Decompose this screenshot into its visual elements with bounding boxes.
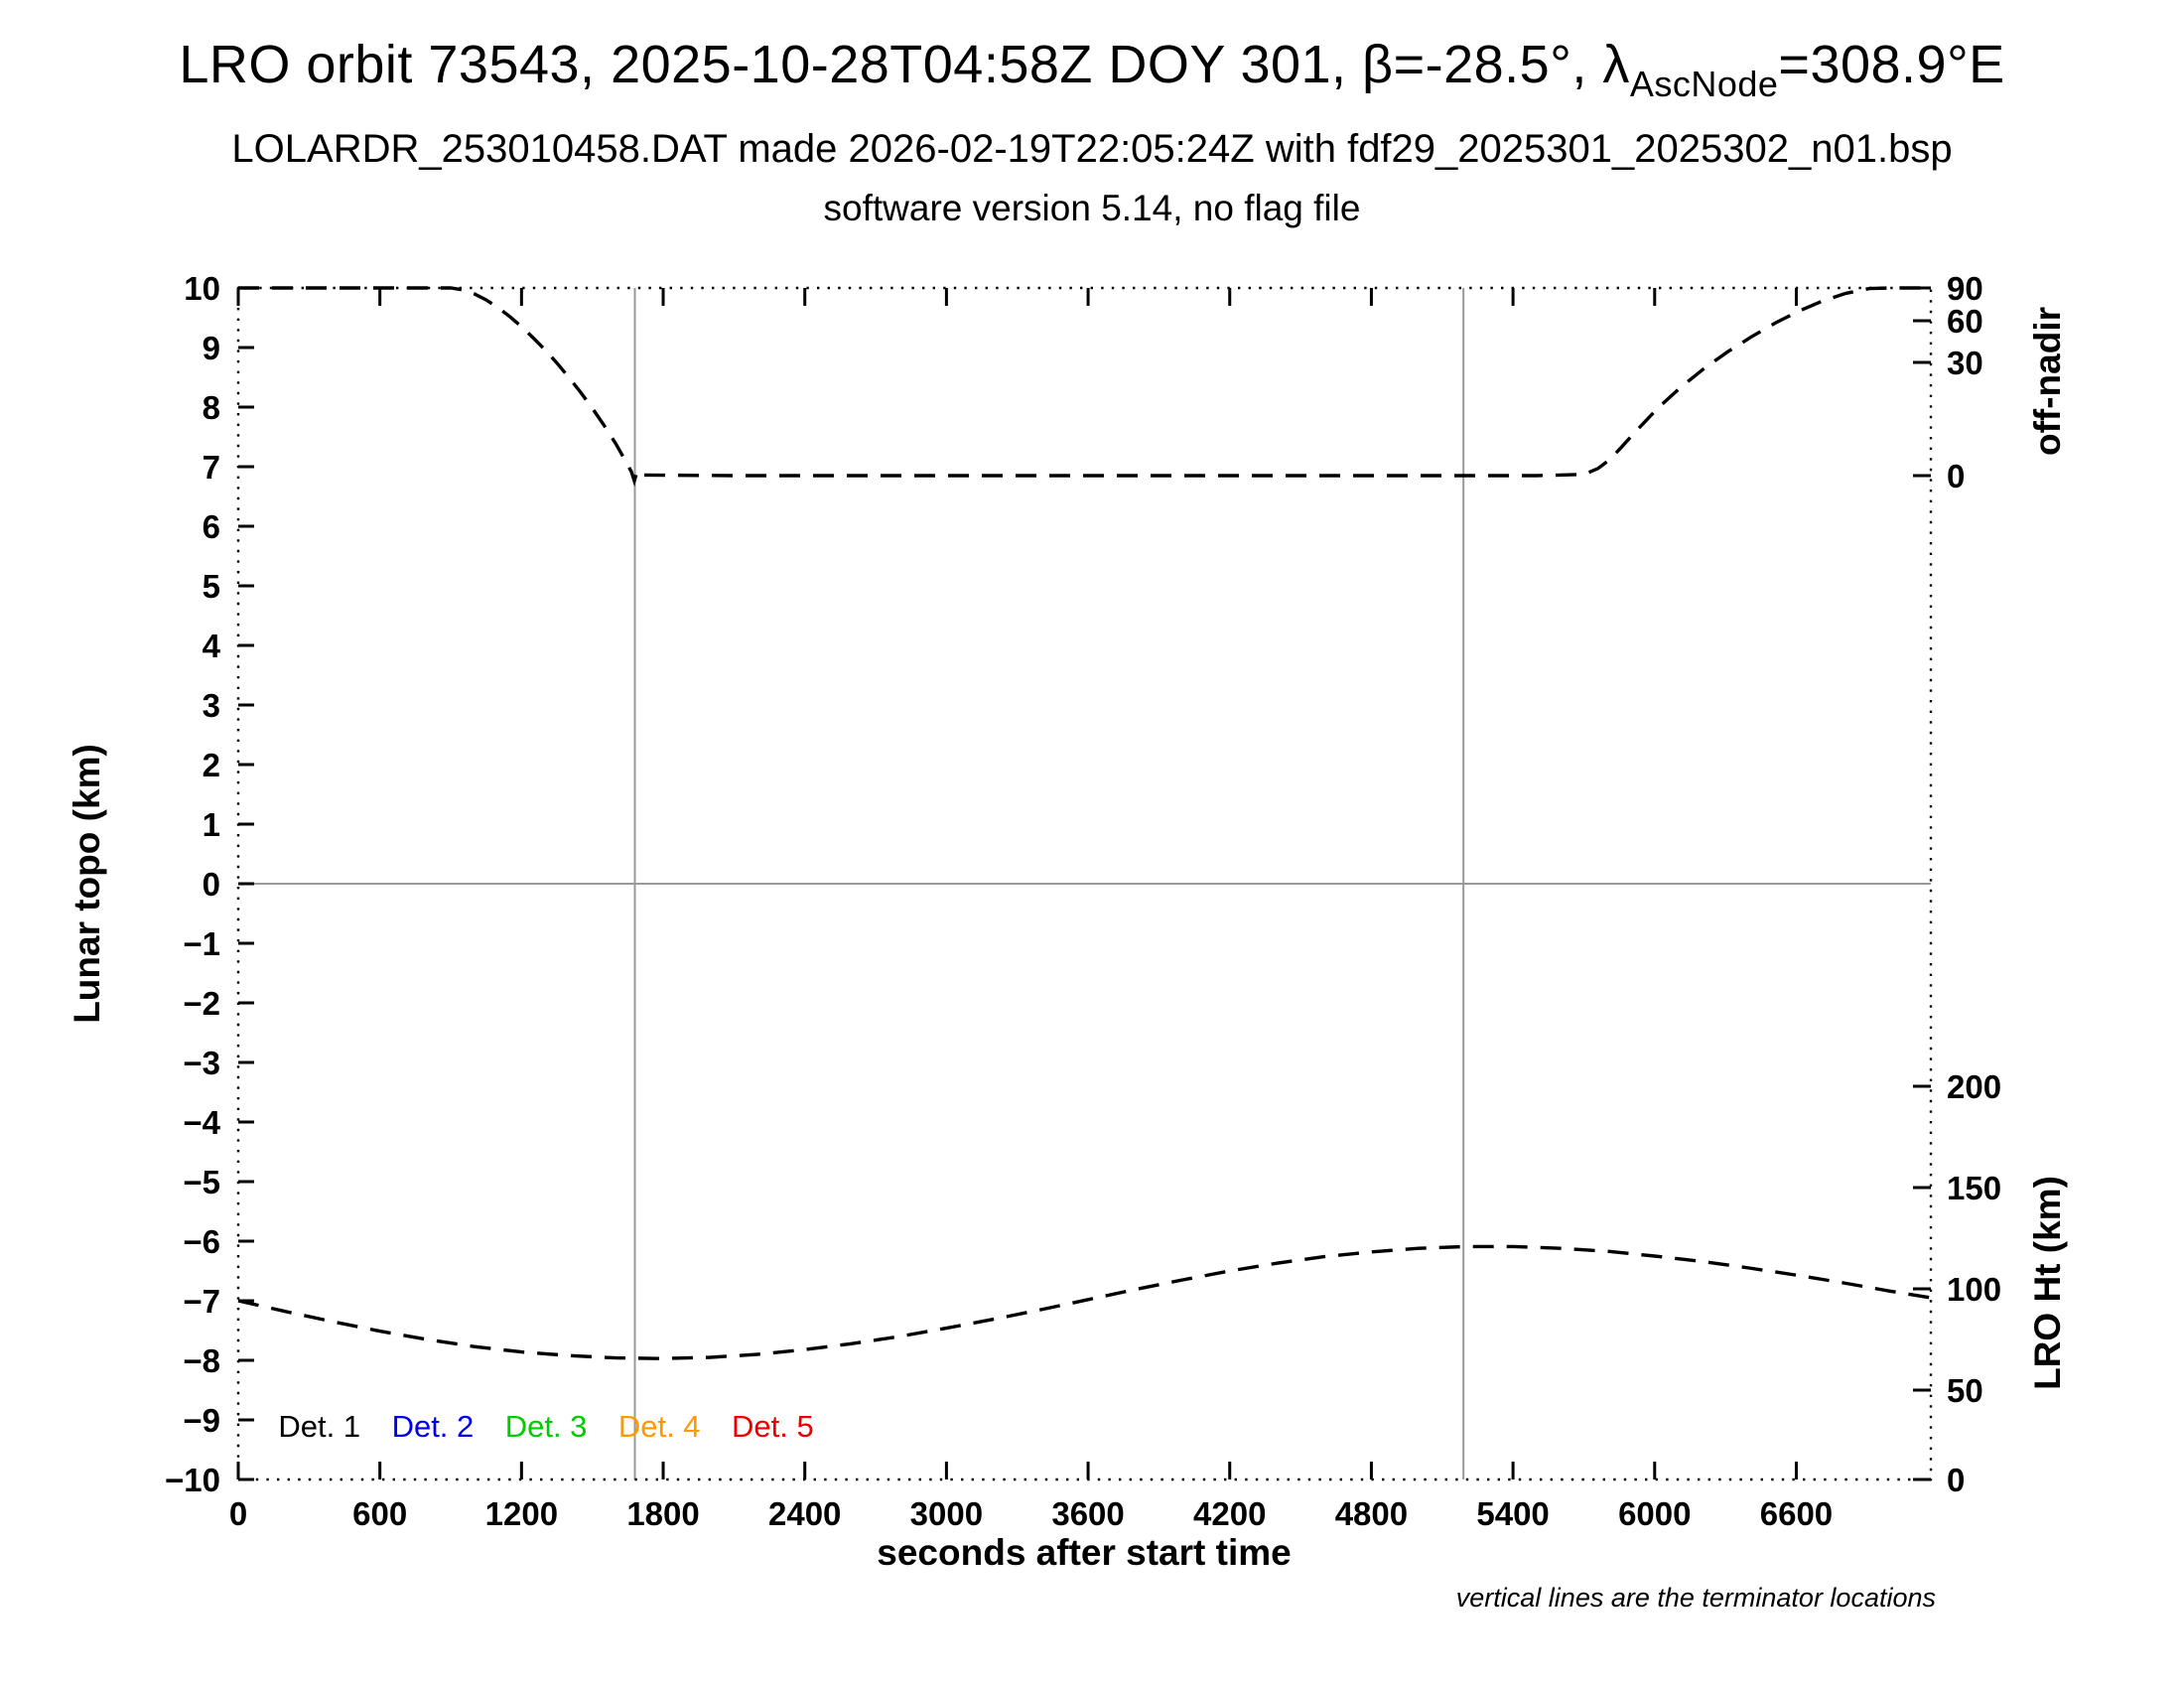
legend-item-det-2: Det. 2: [392, 1409, 475, 1444]
legend-item-det-1: Det. 1: [278, 1409, 360, 1444]
x-tick-label: 5400: [1476, 1495, 1549, 1532]
terminator-footnote: vertical lines are the terminator locati…: [1456, 1583, 1936, 1613]
x-tick-label: 4200: [1193, 1495, 1266, 1532]
y-axis-label-right-top: off-nadir: [2027, 307, 2068, 456]
plot-title-prefix: LRO orbit 73543, 2025-10-28T04:58Z DOY 3…: [179, 35, 1630, 94]
y-tick-label: 2: [203, 747, 220, 783]
y-tick-label: −10: [165, 1462, 220, 1498]
y-tick-label: −9: [183, 1402, 220, 1439]
y-axis-label-right-bottom: LRO Ht (km): [2027, 1176, 2068, 1390]
x-tick-label: 2400: [768, 1495, 841, 1532]
x-tick-label: 6000: [1618, 1495, 1691, 1532]
x-tick-label: 3000: [910, 1495, 983, 1532]
y-tick-label: 6: [203, 508, 220, 545]
y-tick-label: 3: [203, 687, 220, 724]
x-tick-label: 1200: [485, 1495, 558, 1532]
right-axis-tick-label: 0: [1947, 458, 1965, 494]
x-tick-label: 3600: [1051, 1495, 1124, 1532]
y-axis-label-left: Lunar topo (km): [67, 744, 107, 1024]
plot-subtitle-file: LOLARDR_253010458.DAT made 2026-02-19T22…: [231, 127, 1953, 171]
plot-canvas: Lunar topo (km) off-nadir LRO Ht (km) se…: [67, 270, 2068, 1613]
y-tick-label: −4: [183, 1104, 220, 1141]
y-tick-label: −5: [183, 1164, 220, 1200]
plot-title: LRO orbit 73543, 2025-10-28T04:58Z DOY 3…: [0, 34, 2184, 105]
legend-item-det-4: Det. 4: [618, 1409, 701, 1444]
right-axis-tick-label: 50: [1947, 1372, 1983, 1409]
x-tick-label: 600: [352, 1495, 407, 1532]
right-axis-tick-label: 60: [1947, 303, 1983, 340]
y-tick-label: −7: [183, 1283, 220, 1320]
header: LRO orbit 73543, 2025-10-28T04:58Z DOY 3…: [0, 0, 2184, 229]
right-axis-tick-label: 30: [1947, 345, 1983, 381]
x-tick-label: 0: [229, 1495, 247, 1532]
x-tick-label: 4800: [1335, 1495, 1408, 1532]
y-tick-label: −8: [183, 1342, 220, 1379]
x-tick-label: 6600: [1760, 1495, 1833, 1532]
legend-item-det-5: Det. 5: [732, 1409, 814, 1444]
y-tick-label: −1: [183, 925, 220, 962]
legend-item-det-3: Det. 3: [505, 1409, 588, 1444]
off-nadir-angle-curve: [238, 286, 1931, 488]
y-tick-label: −6: [183, 1223, 220, 1260]
y-tick-label: 8: [203, 389, 220, 426]
plot-subtitle-version: software version 5.14, no flag file: [823, 188, 1361, 228]
lro-height-curve: [237, 1244, 1932, 1360]
x-axis-label: seconds after start time: [877, 1532, 1291, 1573]
x-tick-label: 1800: [626, 1495, 699, 1532]
right-axis-tick-label: 90: [1947, 270, 1983, 307]
right-axis-tick-label: 0: [1947, 1462, 1965, 1498]
plot-title-subscript: AscNode: [1629, 64, 1779, 104]
y-tick-label: 4: [203, 628, 221, 664]
y-tick-label: −3: [183, 1045, 220, 1081]
y-tick-label: 1: [203, 806, 220, 843]
y-tick-label: −2: [183, 985, 220, 1022]
y-tick-label: 5: [203, 568, 220, 605]
y-tick-label: 0: [203, 866, 220, 903]
y-tick-label: 10: [184, 270, 220, 307]
plot-title-suffix: =308.9°E: [1778, 35, 2005, 94]
right-axis-tick-label: 200: [1947, 1068, 2001, 1105]
right-axis-tick-label: 100: [1947, 1271, 2001, 1308]
y-tick-label: 9: [203, 330, 220, 366]
right-axis-tick-label: 150: [1947, 1170, 2001, 1206]
y-tick-label: 7: [203, 449, 220, 486]
